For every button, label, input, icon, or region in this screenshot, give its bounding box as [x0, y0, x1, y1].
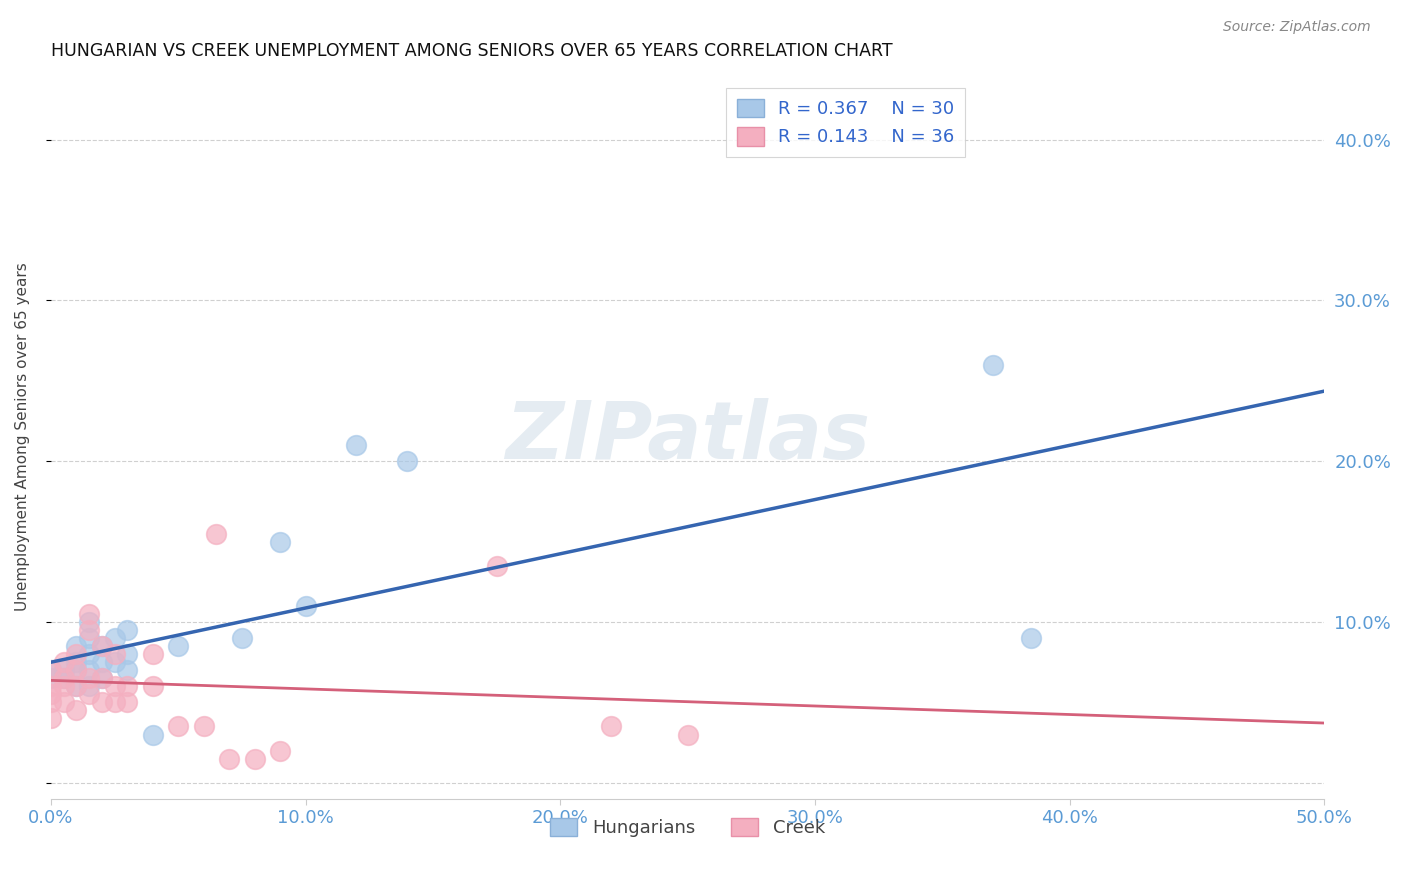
Point: [142, 679, 165, 693]
Point: [103, 631, 125, 645]
Point: [39, 711, 62, 725]
Point: [103, 695, 125, 709]
Point: [193, 719, 215, 733]
Point: [243, 751, 266, 765]
Point: [142, 727, 165, 741]
Point: [77, 615, 100, 629]
Point: [485, 558, 508, 573]
Point: [77, 647, 100, 661]
Point: [65, 663, 87, 677]
Point: [218, 751, 240, 765]
Point: [39, 663, 62, 677]
Point: [269, 743, 291, 757]
Point: [77, 631, 100, 645]
Point: [103, 647, 125, 661]
Y-axis label: Unemployment Among Seniors over 65 years: Unemployment Among Seniors over 65 years: [15, 262, 30, 611]
Point: [77, 671, 100, 685]
Point: [90, 695, 112, 709]
Point: [39, 695, 62, 709]
Point: [396, 454, 419, 468]
Point: [103, 655, 125, 669]
Point: [142, 647, 165, 661]
Point: [90, 671, 112, 685]
Point: [77, 679, 100, 693]
Point: [117, 663, 139, 677]
Point: [77, 623, 100, 637]
Point: [117, 623, 139, 637]
Point: [205, 526, 228, 541]
Point: [981, 358, 1004, 372]
Point: [65, 703, 87, 717]
Point: [231, 631, 253, 645]
Point: [77, 607, 100, 621]
Point: [52, 655, 75, 669]
Point: [52, 671, 75, 685]
Point: [65, 655, 87, 669]
Point: [39, 679, 62, 693]
Point: [90, 639, 112, 653]
Legend: Hungarians, Creek: Hungarians, Creek: [543, 810, 832, 844]
Point: [65, 679, 87, 693]
Point: [77, 663, 100, 677]
Point: [167, 719, 190, 733]
Point: [167, 639, 190, 653]
Point: [65, 647, 87, 661]
Point: [117, 695, 139, 709]
Point: [65, 679, 87, 693]
Point: [39, 687, 62, 701]
Point: [65, 663, 87, 677]
Point: [52, 695, 75, 709]
Point: [103, 679, 125, 693]
Text: ZIPatlas: ZIPatlas: [505, 398, 870, 476]
Point: [294, 599, 316, 613]
Point: [600, 719, 623, 733]
Point: [346, 438, 368, 452]
Point: [52, 679, 75, 693]
Point: [117, 647, 139, 661]
Point: [90, 671, 112, 685]
Point: [676, 727, 699, 741]
Point: [117, 679, 139, 693]
Text: HUNGARIAN VS CREEK UNEMPLOYMENT AMONG SENIORS OVER 65 YEARS CORRELATION CHART: HUNGARIAN VS CREEK UNEMPLOYMENT AMONG SE…: [51, 42, 893, 60]
Point: [52, 663, 75, 677]
Point: [269, 534, 291, 549]
Point: [1021, 631, 1043, 645]
Point: [52, 671, 75, 685]
Point: [77, 687, 100, 701]
Point: [90, 639, 112, 653]
Point: [90, 655, 112, 669]
Point: [65, 639, 87, 653]
Text: Source: ZipAtlas.com: Source: ZipAtlas.com: [1223, 20, 1371, 34]
Point: [39, 663, 62, 677]
Point: [39, 671, 62, 685]
